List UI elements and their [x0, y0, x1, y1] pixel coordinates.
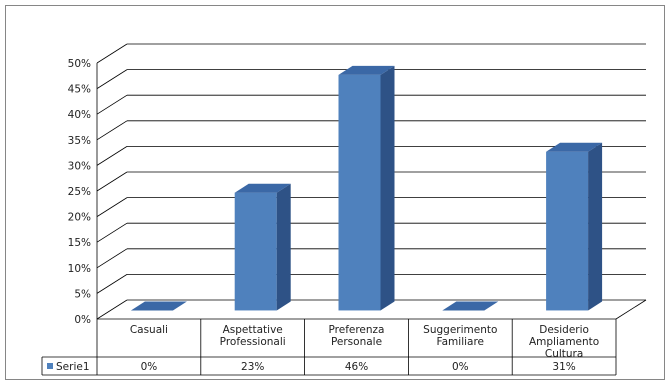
x-tick-label: Ampliamento — [529, 336, 599, 348]
floor-right-edge — [615, 299, 647, 320]
x-tick-label: Desiderio — [539, 324, 589, 336]
y-tick-label: 20% — [68, 212, 91, 224]
data-label: 23% — [241, 361, 264, 373]
bar-side — [588, 142, 603, 311]
gridline-side — [96, 274, 128, 294]
data-label: 0% — [141, 361, 158, 373]
data-label: 31% — [552, 361, 575, 373]
x-tick-label: Professionali — [220, 336, 286, 348]
data-label: 46% — [345, 361, 368, 373]
gridline-side — [96, 197, 128, 217]
bar-side — [276, 183, 291, 311]
bars — [130, 65, 603, 311]
gridline-side — [96, 248, 128, 269]
x-tick-label: Cultura — [545, 348, 583, 360]
x-tick-label: Casuali — [130, 324, 168, 336]
gridline-side — [96, 171, 128, 192]
y-tick-label: 40% — [68, 109, 91, 121]
bar — [234, 192, 277, 311]
y-tick-label: 15% — [68, 237, 91, 249]
y-tick-label: 25% — [68, 186, 91, 198]
bar-zero — [442, 301, 499, 311]
x-tick-label: Aspettative — [223, 324, 283, 336]
y-tick-label: 5% — [74, 288, 91, 300]
bar-top — [234, 183, 291, 193]
y-tick-label: 35% — [68, 135, 91, 147]
legend-swatch — [47, 363, 53, 369]
bar — [338, 74, 381, 311]
y-tick-label: 50% — [68, 58, 91, 70]
y-tick-label: 10% — [68, 263, 91, 275]
bar-top — [338, 65, 395, 75]
data-label: 0% — [452, 361, 469, 373]
x-tick-label: Suggerimento — [423, 324, 497, 336]
bar-top — [546, 142, 603, 152]
gridline-side — [96, 69, 128, 89]
gridline-side — [96, 94, 128, 115]
legend-label: Serie1 — [56, 361, 90, 373]
gridline-side — [96, 120, 128, 141]
gridline-side — [96, 299, 128, 320]
y-tick-label: 30% — [68, 160, 91, 172]
bar-chart: 0% 5% 10% 15% 20% 25% 30% 35% 40% 45% 50% Casuali As… — [41, 43, 647, 376]
gridline-side — [96, 146, 128, 166]
y-tick-label: 45% — [68, 84, 91, 96]
chart-frame: 0% 5% 10% 15% 20% 25% 30% 35% 40% 45% 50% Casuali As… — [5, 5, 665, 380]
x-tick-label: Preferenza — [329, 324, 385, 336]
gridline-side — [96, 43, 128, 64]
gridline-side — [96, 222, 128, 243]
x-tick-label: Personale — [331, 336, 382, 348]
bar-zero — [130, 301, 187, 311]
y-tick-label: 0% — [74, 314, 91, 326]
bar-side — [380, 65, 395, 311]
x-tick-label: Familiare — [437, 336, 484, 348]
bar — [546, 151, 589, 311]
